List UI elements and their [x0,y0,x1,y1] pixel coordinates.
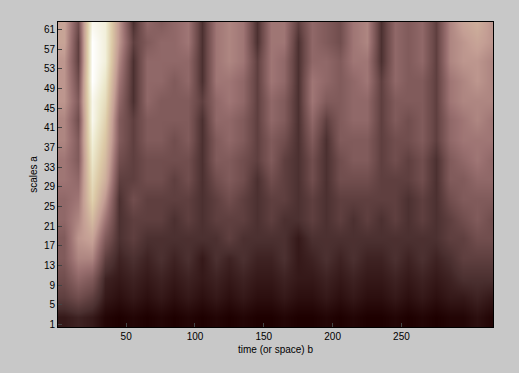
svg-text:29: 29 [44,181,56,192]
svg-text:100: 100 [187,331,204,342]
svg-text:61: 61 [44,24,56,35]
svg-text:37: 37 [44,142,56,153]
svg-text:57: 57 [44,44,56,55]
svg-text:53: 53 [44,63,56,74]
svg-text:5: 5 [49,299,55,310]
svg-text:time (or space) b: time (or space) b [238,344,313,355]
svg-text:13: 13 [44,260,56,271]
svg-text:17: 17 [44,240,56,251]
svg-text:49: 49 [44,83,56,94]
svg-text:45: 45 [44,103,56,114]
svg-text:150: 150 [255,331,272,342]
svg-text:33: 33 [44,162,56,173]
svg-text:200: 200 [324,331,341,342]
svg-text:21: 21 [44,221,56,232]
svg-text:9: 9 [49,280,55,291]
svg-text:41: 41 [44,122,56,133]
svg-text:1: 1 [49,319,55,330]
svg-text:50: 50 [121,331,133,342]
svg-text:25: 25 [44,201,56,212]
svg-text:250: 250 [393,331,410,342]
svg-text:scales a: scales a [28,156,39,193]
